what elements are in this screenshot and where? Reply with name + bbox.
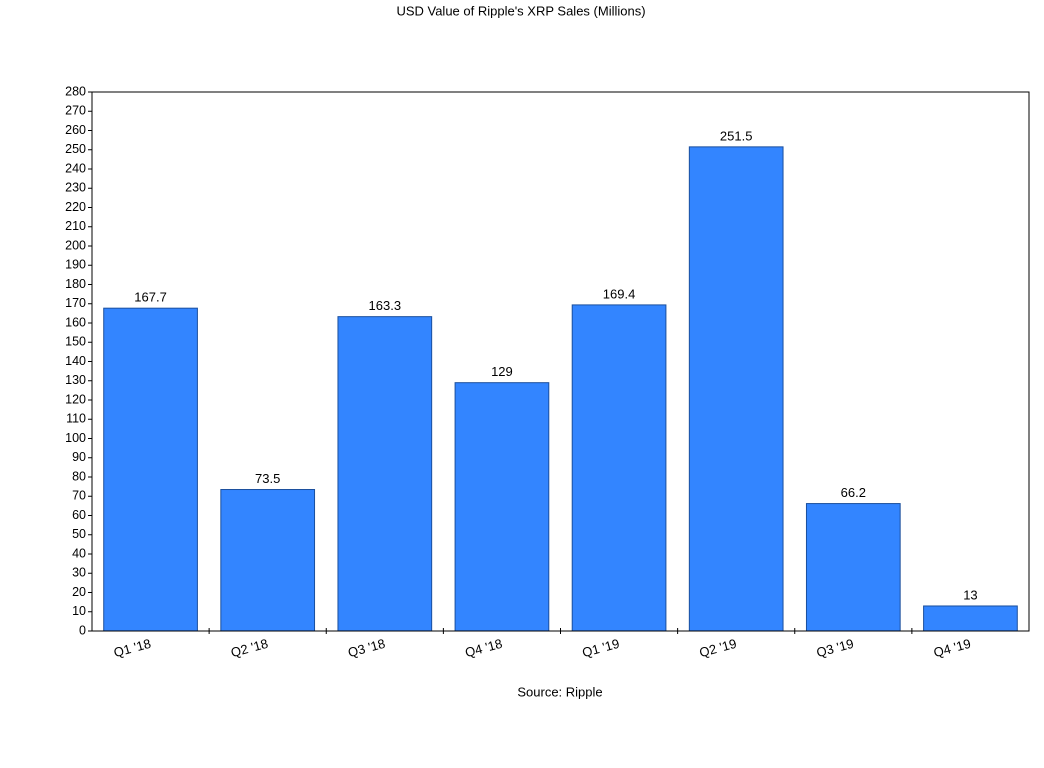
- y-tick-label: 280: [65, 84, 86, 98]
- y-tick-label: 220: [65, 200, 86, 214]
- y-tick-label: 70: [72, 489, 86, 503]
- y-tick-label: 50: [72, 527, 86, 541]
- value-label: 73.5: [255, 471, 280, 486]
- y-tick-label: 190: [65, 258, 86, 272]
- y-tick-label: 120: [65, 392, 86, 406]
- y-tick-label: 210: [65, 219, 86, 233]
- value-label: 163.3: [369, 298, 402, 313]
- plot-frame: [91, 91, 1030, 632]
- value-label: 251.5: [720, 128, 753, 143]
- y-tick-label: 110: [66, 412, 86, 426]
- y-tick-label: 150: [65, 335, 86, 349]
- y-tick-label: 60: [72, 508, 86, 522]
- y-tick-label: 100: [65, 431, 86, 445]
- y-tick-label: 40: [72, 546, 86, 560]
- y-tick-label: 140: [65, 354, 86, 368]
- chart-title: USD Value of Ripple's XRP Sales (Million…: [396, 3, 645, 18]
- y-tick-label: 90: [72, 450, 86, 464]
- y-tick-label: 260: [65, 123, 86, 137]
- y-tick-label: 160: [65, 315, 86, 329]
- y-tick-label: 230: [65, 181, 86, 195]
- value-label: 66.2: [841, 485, 866, 500]
- bar: [454, 382, 550, 632]
- y-tick-label: 170: [65, 296, 86, 310]
- value-label: 167.7: [134, 290, 167, 305]
- y-tick-label: 30: [72, 566, 86, 580]
- bar: [688, 146, 784, 632]
- x-axis-label: Source: Ripple: [517, 684, 602, 699]
- bar: [923, 605, 1018, 632]
- bar: [220, 489, 316, 632]
- y-tick-label: 80: [72, 469, 86, 483]
- y-tick-label: 240: [65, 161, 86, 175]
- bar: [571, 304, 667, 632]
- value-label: 129: [491, 364, 513, 379]
- y-tick-label: 130: [65, 373, 86, 387]
- value-label: 169.4: [603, 286, 636, 301]
- y-tick-label: 10: [72, 604, 86, 618]
- y-tick-label: 0: [79, 623, 86, 637]
- y-tick-label: 180: [65, 277, 86, 291]
- y-tick-label: 270: [65, 104, 86, 118]
- value-label: 13: [963, 587, 977, 602]
- bar: [103, 307, 198, 632]
- bar: [805, 503, 901, 632]
- y-tick-label: 250: [65, 142, 86, 156]
- bar: [337, 316, 433, 632]
- y-tick-label: 200: [65, 238, 86, 252]
- y-tick-label: 20: [72, 585, 86, 599]
